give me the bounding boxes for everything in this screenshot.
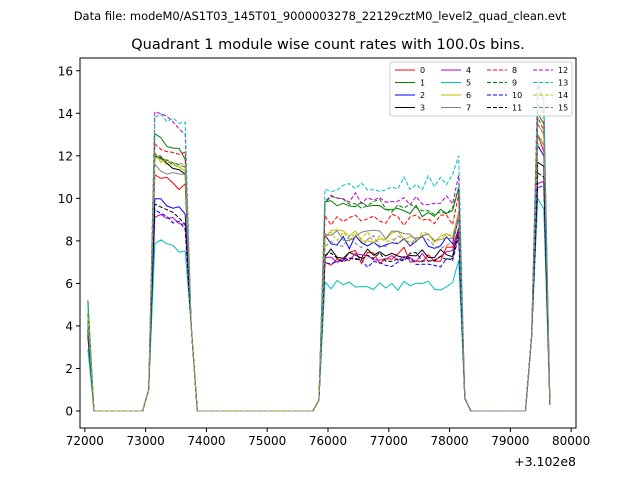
chart-title: Quadrant 1 module wise count rates with … xyxy=(131,37,525,53)
series-line-15 xyxy=(87,122,551,412)
x-tick-label: 73000 xyxy=(127,434,165,448)
x-tick-label: 77000 xyxy=(370,434,408,448)
x-tick-label: 74000 xyxy=(187,434,225,448)
y-tick-label: 16 xyxy=(58,64,73,78)
x-tick-label: 76000 xyxy=(309,434,347,448)
legend-label-9: 9 xyxy=(512,79,517,88)
chart-suptitle: Data file: modeM0/AS1T03_145T01_90000032… xyxy=(74,9,567,23)
legend-label-8: 8 xyxy=(512,66,517,75)
legend-label-1: 1 xyxy=(420,79,425,88)
y-tick-label: 14 xyxy=(58,107,73,121)
legend-label-5: 5 xyxy=(466,79,471,88)
x-tick-label: 75000 xyxy=(248,434,286,448)
y-tick-label: 2 xyxy=(65,362,73,376)
legend-label-0: 0 xyxy=(420,66,425,75)
legend-label-14: 14 xyxy=(558,91,568,100)
legend-label-10: 10 xyxy=(512,91,522,100)
y-tick-label: 10 xyxy=(58,192,73,206)
legend-label-13: 13 xyxy=(558,79,568,88)
legend-label-6: 6 xyxy=(466,91,471,100)
y-tick-label: 8 xyxy=(65,234,73,248)
y-tick-label: 4 xyxy=(65,319,73,333)
x-tick-label: 79000 xyxy=(491,434,529,448)
legend-label-7: 7 xyxy=(466,104,471,113)
legend-label-3: 3 xyxy=(420,104,425,113)
legend-label-2: 2 xyxy=(420,91,425,100)
legend-label-11: 11 xyxy=(512,104,522,113)
legend-label-4: 4 xyxy=(466,66,471,75)
x-tick-label: 80000 xyxy=(552,434,590,448)
y-tick-label: 12 xyxy=(58,149,73,163)
series-line-10 xyxy=(87,184,551,412)
y-tick-label: 0 xyxy=(65,404,73,418)
legend-box xyxy=(389,61,573,117)
legend-label-15: 15 xyxy=(558,104,568,113)
x-offset-label: +3.102e8 xyxy=(514,454,576,469)
legend-label-12: 12 xyxy=(558,66,568,75)
y-tick-label: 6 xyxy=(65,277,73,291)
x-tick-label: 78000 xyxy=(430,434,468,448)
x-tick-label: 72000 xyxy=(66,434,104,448)
